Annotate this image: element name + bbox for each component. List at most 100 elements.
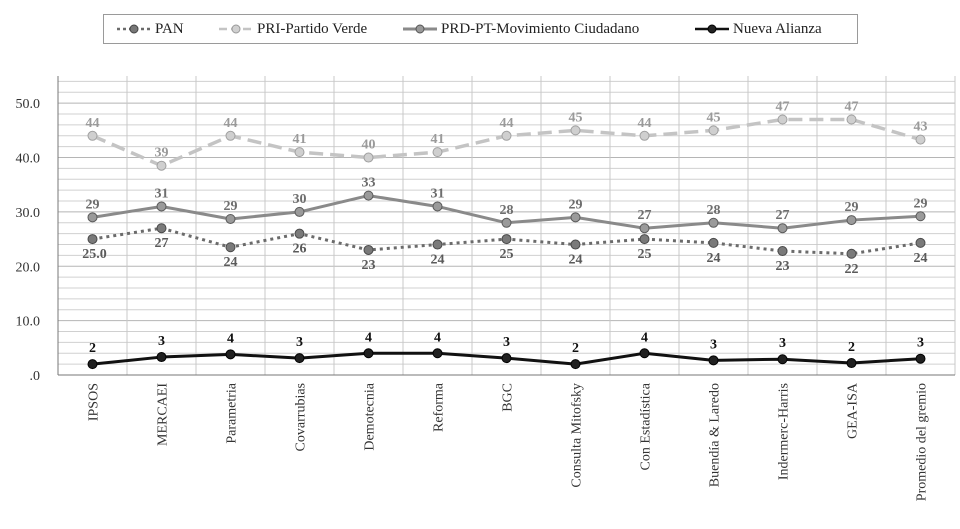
data-label: 29 [914, 196, 928, 211]
data-label: 23 [776, 259, 790, 274]
data-label: 31 [431, 186, 445, 201]
data-label: 28 [707, 203, 721, 218]
data-label: 25.0 [82, 247, 107, 262]
data-point [846, 358, 857, 369]
x-tick-label: Reforma [432, 382, 447, 432]
x-tick-label: Demotecnia [363, 382, 378, 450]
x-tick-label: Con Estadística [639, 382, 654, 470]
y-tick-label: 10.0 [16, 315, 41, 330]
data-point [225, 242, 236, 253]
data-point [363, 152, 374, 163]
data-label: 39 [155, 146, 169, 161]
legend-item-nueva-alianza: Nueva Alianza [694, 15, 822, 43]
data-point [432, 348, 443, 359]
data-point [501, 130, 512, 141]
data-label: 24 [914, 251, 928, 266]
data-point [501, 353, 512, 364]
data-point [156, 201, 167, 212]
data-point [708, 217, 719, 228]
data-point [432, 147, 443, 158]
grid-lines [57, 76, 956, 376]
series-lines [87, 114, 926, 370]
data-point [570, 239, 581, 250]
y-tick-label: 50.0 [16, 97, 41, 112]
y-tick-label: 20.0 [16, 260, 41, 275]
data-label: 4 [641, 330, 648, 345]
x-tick-label: GEA-ISA [846, 382, 861, 439]
data-label: 23 [362, 258, 376, 273]
data-point [225, 349, 236, 360]
data-point [87, 212, 98, 223]
data-label: 4 [434, 330, 441, 345]
data-label: 44 [224, 116, 238, 131]
data-point [846, 248, 857, 259]
data-label: 45 [707, 110, 721, 125]
data-point [708, 237, 719, 248]
data-point [294, 147, 305, 158]
data-label: 24 [431, 253, 445, 268]
data-point [777, 114, 788, 125]
x-tick-label: Parametria [225, 382, 240, 443]
data-point [777, 354, 788, 365]
legend-label-nueva-alianza: Nueva Alianza [733, 20, 822, 37]
data-point [363, 348, 374, 359]
data-label: 47 [845, 99, 859, 114]
x-tick-label: MERCAEI [156, 383, 171, 446]
legend-label-pan: PAN [155, 20, 184, 37]
legend-swatch-pri-icon [219, 24, 253, 34]
data-label: 3 [917, 336, 924, 351]
data-label: 3 [710, 337, 717, 352]
data-label: 45 [569, 110, 583, 125]
x-tick-label: IPSOS [87, 383, 102, 421]
data-point [708, 125, 719, 136]
data-label: 30 [293, 192, 307, 207]
data-point [846, 114, 857, 125]
data-point [570, 212, 581, 223]
data-label: 25 [638, 247, 652, 262]
legend-item-pri: PRI-Partido Verde [218, 15, 367, 43]
data-label: 2 [848, 340, 855, 355]
data-point [846, 215, 857, 226]
data-label: 44 [638, 116, 652, 131]
data-label: 4 [365, 330, 372, 345]
data-label: 24 [224, 255, 238, 270]
data-label: 40 [362, 138, 376, 153]
data-point [570, 125, 581, 136]
data-point [915, 237, 926, 248]
data-point [294, 206, 305, 217]
data-point [225, 130, 236, 141]
data-label: 26 [293, 242, 307, 257]
data-label: 27 [638, 208, 652, 223]
data-point [363, 190, 374, 201]
data-label: 3 [779, 336, 786, 351]
data-point [639, 234, 650, 245]
data-point [432, 201, 443, 212]
legend-item-prd: PRD-PT-Movimiento Ciudadano [402, 15, 639, 43]
data-label: 44 [500, 116, 514, 131]
data-label: 31 [155, 186, 169, 201]
data-label: 4 [227, 331, 234, 346]
data-point [639, 223, 650, 234]
data-label: 44 [86, 116, 100, 131]
data-point [639, 348, 650, 359]
data-label: 2 [89, 341, 96, 356]
data-point [87, 359, 98, 370]
data-label: 28 [500, 203, 514, 218]
data-point [294, 228, 305, 239]
data-label: 3 [503, 335, 510, 350]
y-tick-label: 30.0 [16, 206, 41, 221]
data-point [363, 244, 374, 255]
data-label: 43 [914, 120, 928, 135]
data-point [225, 213, 236, 224]
data-label: 27 [776, 208, 790, 223]
data-label: 47 [776, 99, 790, 114]
data-label: 41 [293, 132, 307, 147]
data-point [777, 246, 788, 257]
data-label: 41 [431, 132, 445, 147]
data-point [87, 234, 98, 245]
axes: .0 10.0 20.0 30.0 40.0 50.0 IPSOS MERCAEI Parame… [16, 76, 955, 501]
data-point [501, 234, 512, 245]
data-label: 22 [845, 262, 859, 277]
